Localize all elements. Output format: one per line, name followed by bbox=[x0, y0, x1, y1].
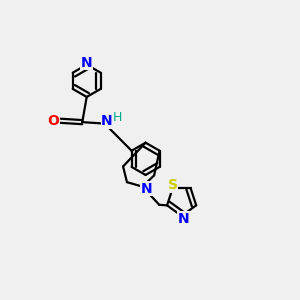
Text: O: O bbox=[47, 114, 59, 128]
Text: H: H bbox=[112, 111, 122, 124]
Text: N: N bbox=[81, 56, 92, 70]
Text: N: N bbox=[140, 182, 152, 196]
Text: N: N bbox=[101, 114, 113, 128]
Text: S: S bbox=[168, 178, 178, 192]
Text: N: N bbox=[177, 212, 189, 226]
